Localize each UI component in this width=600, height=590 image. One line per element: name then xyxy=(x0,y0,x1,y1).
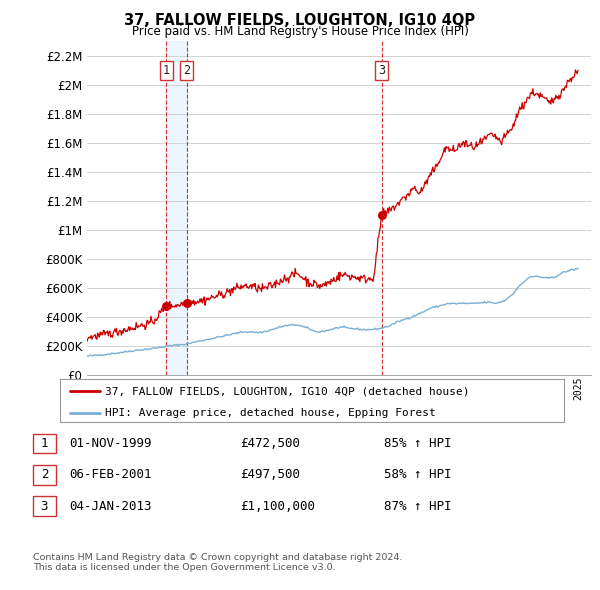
Text: HPI: Average price, detached house, Epping Forest: HPI: Average price, detached house, Eppi… xyxy=(106,408,436,418)
Text: £472,500: £472,500 xyxy=(240,437,300,450)
Text: This data is licensed under the Open Government Licence v3.0.: This data is licensed under the Open Gov… xyxy=(33,563,335,572)
Text: 37, FALLOW FIELDS, LOUGHTON, IG10 4QP: 37, FALLOW FIELDS, LOUGHTON, IG10 4QP xyxy=(124,13,476,28)
Text: 04-JAN-2013: 04-JAN-2013 xyxy=(69,500,151,513)
Text: 1: 1 xyxy=(163,64,170,77)
Text: £497,500: £497,500 xyxy=(240,468,300,481)
Text: Contains HM Land Registry data © Crown copyright and database right 2024.: Contains HM Land Registry data © Crown c… xyxy=(33,553,403,562)
Text: 37, FALLOW FIELDS, LOUGHTON, IG10 4QP (detached house): 37, FALLOW FIELDS, LOUGHTON, IG10 4QP (d… xyxy=(106,386,470,396)
Text: 1: 1 xyxy=(41,437,48,450)
Text: Price paid vs. HM Land Registry's House Price Index (HPI): Price paid vs. HM Land Registry's House … xyxy=(131,25,469,38)
Text: 3: 3 xyxy=(41,500,48,513)
Text: 87% ↑ HPI: 87% ↑ HPI xyxy=(384,500,452,513)
Text: 58% ↑ HPI: 58% ↑ HPI xyxy=(384,468,452,481)
Text: 01-NOV-1999: 01-NOV-1999 xyxy=(69,437,151,450)
Text: 2: 2 xyxy=(183,64,190,77)
Text: 2: 2 xyxy=(41,468,48,481)
Text: 85% ↑ HPI: 85% ↑ HPI xyxy=(384,437,452,450)
Text: 06-FEB-2001: 06-FEB-2001 xyxy=(69,468,151,481)
Bar xyxy=(166,41,187,375)
Text: 3: 3 xyxy=(378,64,385,77)
Text: £1,100,000: £1,100,000 xyxy=(240,500,315,513)
